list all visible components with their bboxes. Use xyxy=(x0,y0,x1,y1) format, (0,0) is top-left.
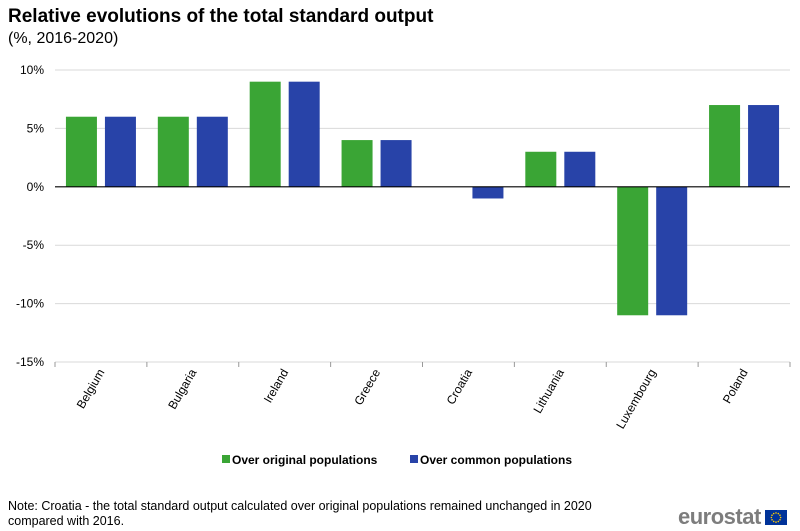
bar-bulgaria-series-1 xyxy=(157,116,189,187)
flag-star xyxy=(774,511,777,514)
flag-star xyxy=(779,516,782,518)
legend-swatch-1 xyxy=(222,455,230,463)
y-tick-label: -10% xyxy=(16,297,44,311)
flag-star xyxy=(774,520,777,523)
bar-poland-series-1 xyxy=(709,105,741,187)
bar-ireland-series-2 xyxy=(288,81,320,187)
bar-greece-series-2 xyxy=(380,140,412,187)
flag-star xyxy=(778,518,781,521)
chart-subtitle: (%, 2016-2020) xyxy=(8,30,119,47)
legend-swatch-2 xyxy=(410,455,418,463)
flag-star xyxy=(772,520,775,522)
legend-label-2: Over common populations xyxy=(420,453,572,467)
bar-bulgaria-series-2 xyxy=(196,116,228,187)
flag-star xyxy=(770,516,772,518)
x-tick-label: Greece xyxy=(351,366,383,407)
flag-star xyxy=(778,513,781,516)
bar-luxembourg-series-1 xyxy=(617,186,649,316)
x-tick-label: Belgium xyxy=(74,367,108,412)
x-tick-label: Poland xyxy=(720,367,751,406)
flag-star xyxy=(777,520,779,522)
bar-belgium-series-1 xyxy=(65,116,97,187)
y-tick-label: 5% xyxy=(27,121,45,135)
chart-title: Relative evolutions of the total standar… xyxy=(8,6,434,27)
y-tick-label: 10% xyxy=(20,63,44,77)
legend-label-1: Over original populations xyxy=(232,453,378,467)
x-tick-label: Lithuania xyxy=(530,366,567,415)
bar-lithuania-series-2 xyxy=(564,151,596,187)
footnote: Note: Croatia - the total standard outpu… xyxy=(8,499,592,528)
y-tick-label: -5% xyxy=(23,238,45,252)
bar-belgium-series-2 xyxy=(104,116,136,187)
flag-star xyxy=(771,518,773,521)
bar-ireland-series-1 xyxy=(249,81,281,187)
bar-croatia-series-2 xyxy=(472,186,504,199)
x-tick-label: Bulgaria xyxy=(165,366,199,411)
y-tick-label: 0% xyxy=(27,180,45,194)
logo-text: eurostat xyxy=(678,504,761,529)
flag-background xyxy=(764,509,787,525)
flag-star xyxy=(771,513,773,516)
flag-star xyxy=(777,512,779,514)
eu-flag-icon xyxy=(764,509,787,525)
bar-lithuania-series-1 xyxy=(525,151,557,187)
bar-poland-series-2 xyxy=(748,105,780,187)
x-tick-label: Ireland xyxy=(261,367,291,406)
y-tick-label: -15% xyxy=(16,355,44,369)
x-tick-label: Luxembourg xyxy=(613,367,658,432)
bar-chart: 10% 5% 0% -5% -10% -15% Belgium Bulgaria Ireland… xyxy=(16,63,791,467)
bar-luxembourg-series-2 xyxy=(656,186,688,316)
x-tick-label: Croatia xyxy=(444,366,476,407)
eurostat-logo: eurostat xyxy=(678,504,787,530)
flag-star xyxy=(772,512,775,514)
bar-greece-series-1 xyxy=(341,140,373,187)
